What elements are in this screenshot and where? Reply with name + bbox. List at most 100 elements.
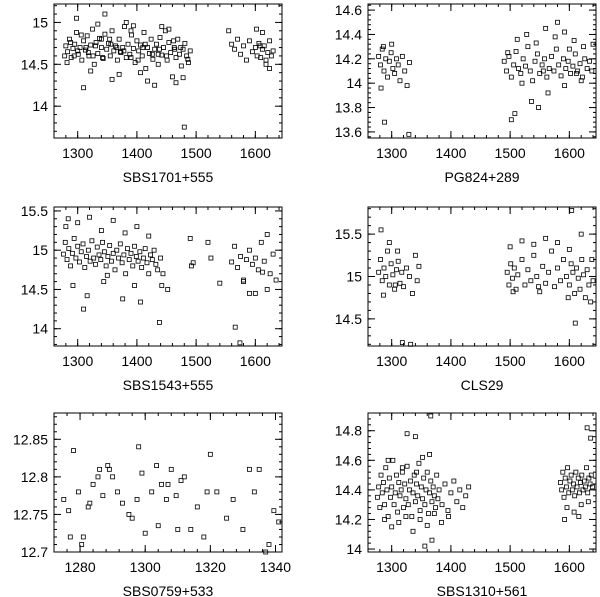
data-point	[116, 36, 122, 42]
data-point	[132, 60, 138, 66]
data-point	[64, 257, 70, 263]
data-point	[579, 257, 585, 262]
data-point	[578, 480, 584, 485]
data-point	[395, 248, 401, 254]
data-point	[276, 519, 282, 525]
data-point	[556, 62, 562, 68]
data-point	[132, 283, 137, 288]
data-point	[527, 68, 533, 74]
data-point	[128, 28, 134, 34]
data-point	[126, 512, 132, 517]
data-point	[582, 56, 588, 62]
data-point	[114, 247, 120, 253]
plot-frame	[53, 206, 283, 347]
data-point	[75, 48, 81, 54]
panel-label: CLS29	[461, 377, 504, 393]
data-point	[581, 272, 586, 278]
data-point	[553, 46, 559, 52]
data-point	[397, 280, 403, 286]
data-point	[399, 465, 405, 471]
data-point	[585, 499, 591, 505]
data-point	[208, 255, 214, 261]
data-point	[232, 324, 238, 330]
data-point	[587, 58, 592, 64]
data-point	[434, 472, 440, 478]
data-point	[575, 275, 581, 281]
data-point	[383, 56, 389, 62]
plot-frame	[367, 206, 597, 347]
data-point	[134, 38, 140, 44]
data-point	[414, 278, 420, 284]
data-point	[152, 82, 158, 88]
data-point	[386, 240, 392, 245]
data-point	[171, 38, 177, 44]
data-point	[585, 490, 591, 496]
data-point	[115, 489, 120, 495]
data-point	[146, 51, 152, 56]
data-point	[385, 248, 390, 254]
data-point	[144, 260, 150, 266]
data-point	[247, 38, 252, 44]
data-point	[569, 207, 575, 213]
data-point	[139, 265, 145, 270]
data-point	[117, 49, 123, 55]
data-point	[428, 478, 434, 484]
data-point	[577, 286, 583, 292]
panel-1: 1300 1400 1500 1600 14 14.5 15 SBS1701+555	[21, 3, 283, 185]
plot-frame	[367, 412, 597, 553]
data-point	[388, 50, 394, 56]
data-point	[511, 62, 517, 68]
data-point	[555, 265, 560, 271]
data-point	[542, 56, 547, 62]
data-point	[116, 71, 122, 77]
data-point	[80, 534, 86, 540]
data-point	[62, 239, 68, 245]
data-point	[546, 66, 552, 71]
data-point	[590, 278, 596, 284]
data-point	[431, 511, 437, 516]
data-point	[155, 61, 161, 67]
data-point	[407, 274, 412, 279]
y-tick-label: 15	[346, 269, 362, 285]
data-point	[378, 472, 384, 478]
data-point	[168, 466, 174, 472]
data-point	[540, 68, 546, 74]
data-point	[378, 85, 384, 91]
data-point	[412, 434, 418, 440]
data-point	[88, 42, 94, 48]
y-tick-label: 14.5	[335, 311, 362, 327]
data-point	[405, 502, 411, 508]
data-point	[584, 267, 590, 273]
data-point	[396, 480, 402, 485]
data-point	[392, 71, 398, 76]
data-point	[439, 520, 444, 525]
data-point	[271, 508, 277, 514]
data-point	[62, 53, 68, 59]
data-point	[152, 46, 158, 52]
y-tick-label: 14.2	[335, 511, 362, 527]
data-point	[562, 83, 568, 89]
data-point	[396, 520, 402, 525]
data-point	[588, 472, 594, 478]
data-point	[380, 480, 386, 485]
data-point	[173, 493, 179, 499]
data-point	[379, 278, 385, 284]
data-point	[87, 500, 93, 506]
data-point	[164, 57, 170, 63]
data-point	[561, 56, 566, 62]
data-point	[385, 514, 391, 519]
data-point	[412, 252, 418, 258]
data-point	[107, 53, 113, 59]
data-point	[404, 83, 410, 89]
data-point	[238, 254, 243, 259]
x-tick-label: 1600	[240, 145, 271, 161]
y-tick-label: 13.6	[335, 124, 362, 140]
data-point	[504, 269, 510, 275]
data-point	[255, 267, 261, 273]
data-point	[105, 254, 111, 259]
data-point	[378, 227, 384, 233]
data-point	[63, 224, 69, 230]
data-point	[70, 283, 76, 288]
data-point	[66, 508, 72, 514]
data-point	[110, 217, 116, 223]
